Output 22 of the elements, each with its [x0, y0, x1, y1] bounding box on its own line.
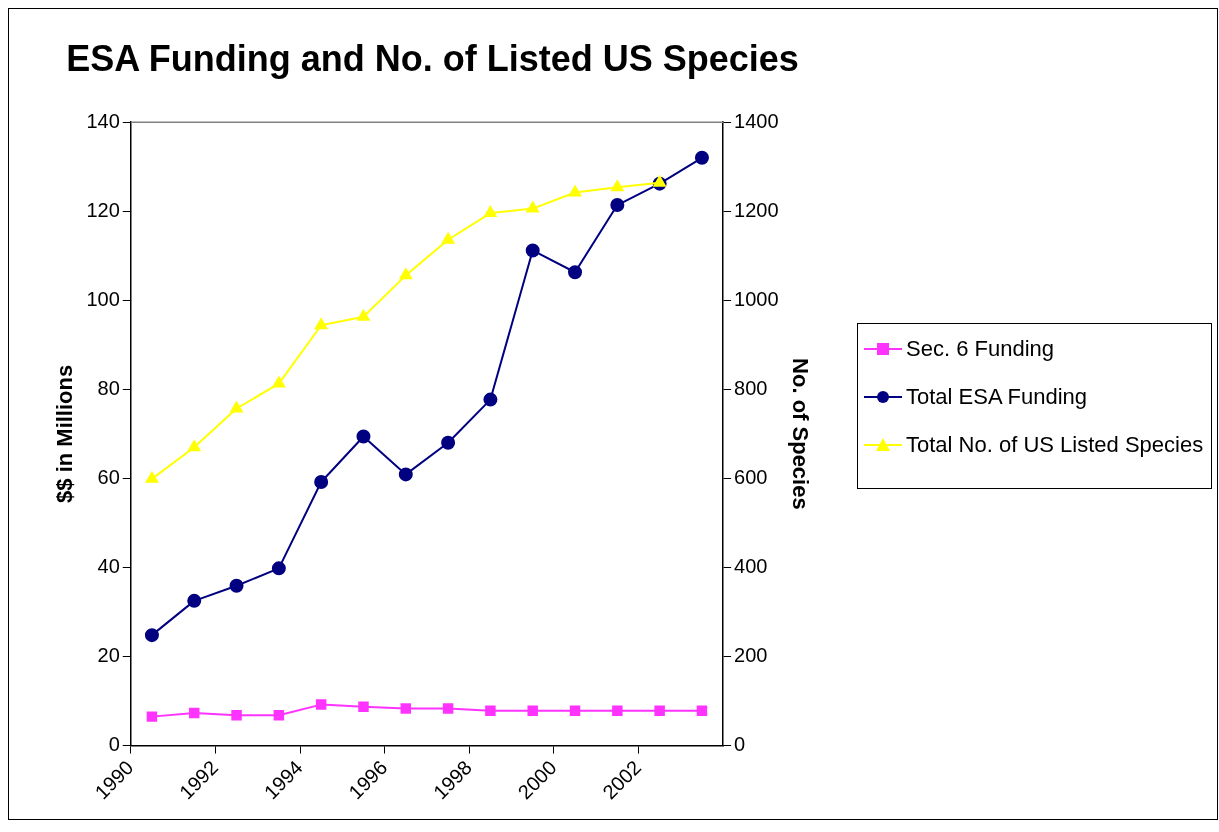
- y2-tick-label: 400: [734, 554, 768, 577]
- y2-tick-label: 1000: [734, 287, 779, 310]
- y-tick-label: 140: [86, 109, 120, 132]
- y2-tick-label: 1400: [734, 109, 779, 132]
- y2-tick-label: 1200: [734, 198, 779, 221]
- y2-tick-label: 800: [734, 376, 768, 399]
- y-tick-label: 0: [108, 733, 120, 756]
- legend-label: Total No. of US Listed Species: [906, 432, 1204, 458]
- y2-axis-title: No. of Species: [787, 358, 813, 510]
- legend-label: Total ESA Funding: [906, 384, 1088, 410]
- y-tick-label: 100: [86, 287, 120, 310]
- y-tick-label: 80: [97, 376, 120, 399]
- y-tick-label: 20: [97, 644, 120, 667]
- y-axis-title: $$ in Millions: [52, 364, 78, 503]
- y-tick-label: 120: [86, 198, 120, 221]
- legend-label: Sec. 6 Funding: [906, 336, 1054, 362]
- chart-title: ESA Funding and No. of Listed US Species: [66, 37, 799, 79]
- y2-tick-label: 200: [734, 644, 768, 667]
- y-tick-label: 40: [97, 554, 120, 577]
- y-tick-label: 60: [97, 465, 120, 488]
- y2-tick-label: 0: [734, 733, 746, 756]
- y2-tick-label: 600: [734, 465, 768, 488]
